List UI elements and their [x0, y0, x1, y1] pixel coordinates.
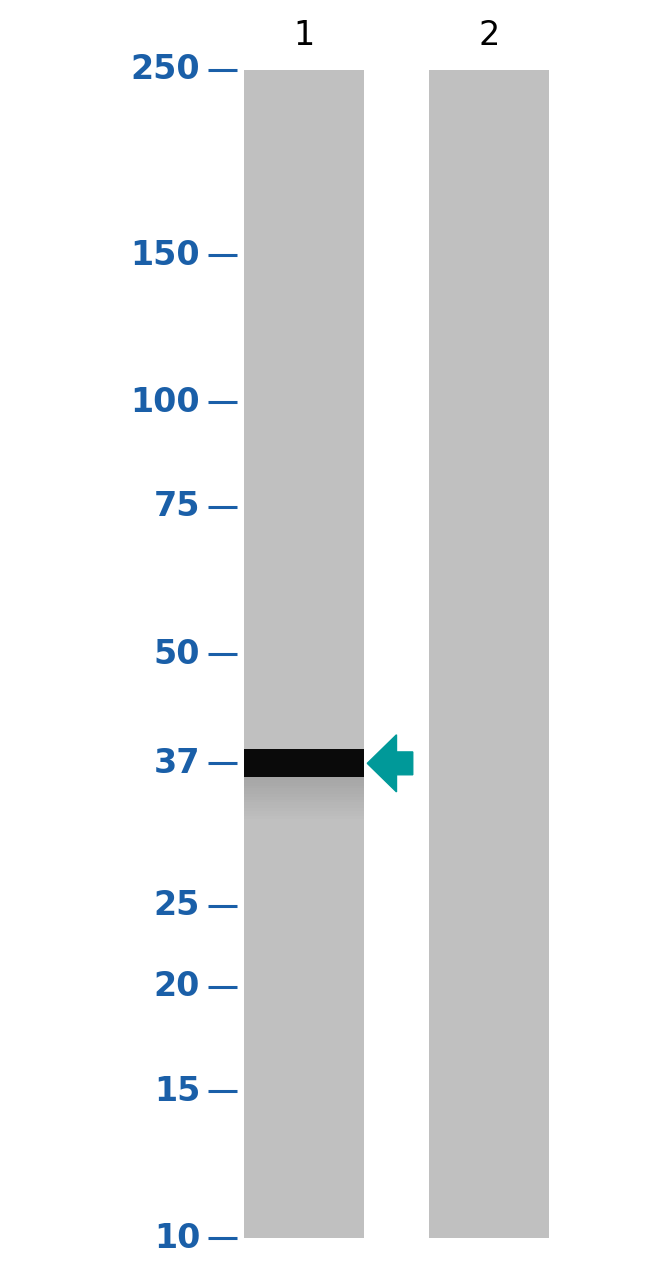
Bar — [244, 800, 364, 803]
Bar — [244, 810, 364, 814]
Text: 37: 37 — [153, 747, 200, 780]
Bar — [244, 808, 364, 810]
Bar — [244, 70, 364, 1238]
Bar — [244, 786, 364, 789]
Text: 10: 10 — [154, 1222, 200, 1255]
Bar — [244, 749, 364, 777]
Bar — [244, 796, 364, 800]
Text: 100: 100 — [131, 386, 200, 419]
Text: 15: 15 — [154, 1074, 200, 1107]
Text: 25: 25 — [154, 889, 200, 922]
Text: 2: 2 — [478, 19, 499, 52]
Text: 75: 75 — [153, 490, 200, 523]
Bar — [244, 805, 364, 808]
Bar — [244, 780, 364, 782]
Text: 20: 20 — [154, 970, 200, 1003]
Bar — [244, 794, 364, 796]
Text: 250: 250 — [131, 53, 200, 86]
Text: 1: 1 — [294, 19, 315, 52]
Bar — [244, 791, 364, 794]
Bar — [244, 777, 364, 780]
Bar — [244, 789, 364, 791]
Text: 150: 150 — [131, 239, 200, 272]
Text: 50: 50 — [153, 638, 200, 671]
Bar — [244, 782, 364, 786]
Bar — [244, 803, 364, 805]
Bar — [244, 814, 364, 817]
Bar — [429, 70, 549, 1238]
Bar — [244, 817, 364, 819]
FancyArrow shape — [367, 735, 413, 792]
